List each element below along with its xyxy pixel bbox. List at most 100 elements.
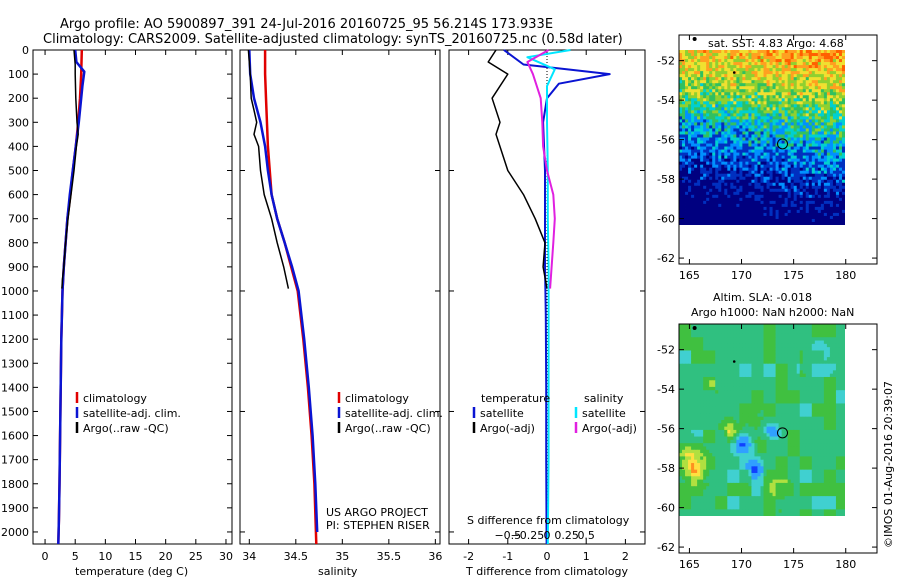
map-cell bbox=[718, 370, 722, 375]
map-cell bbox=[823, 353, 828, 358]
map-cell bbox=[733, 221, 737, 225]
map-cell bbox=[829, 410, 834, 414]
map-cell bbox=[691, 393, 695, 398]
map-cell bbox=[754, 53, 758, 57]
map-cell bbox=[769, 410, 773, 414]
map-cell bbox=[724, 71, 728, 75]
map-cell bbox=[724, 164, 728, 169]
map-cell bbox=[703, 330, 707, 335]
map-cell bbox=[697, 393, 701, 398]
map-cell bbox=[736, 203, 740, 208]
map-cell bbox=[700, 146, 704, 150]
map-cell bbox=[766, 386, 770, 391]
map-cell bbox=[724, 107, 728, 111]
map-cell bbox=[682, 83, 686, 87]
map-cell bbox=[715, 327, 719, 332]
map-cell bbox=[757, 360, 761, 365]
map-cell bbox=[688, 209, 692, 214]
map-cell bbox=[784, 65, 789, 69]
map-cell bbox=[724, 77, 728, 81]
map-cell bbox=[700, 125, 704, 129]
map-cell bbox=[766, 56, 770, 60]
map-cell bbox=[760, 122, 764, 126]
map-cell bbox=[733, 125, 737, 129]
map-cell bbox=[835, 390, 840, 394]
map-cell bbox=[754, 74, 758, 78]
map-cell bbox=[769, 406, 773, 411]
map-cell bbox=[736, 167, 740, 172]
map-cell bbox=[760, 360, 764, 365]
map-cell bbox=[787, 113, 792, 117]
map-cell bbox=[748, 158, 752, 163]
map-cell bbox=[730, 176, 734, 181]
map-cell bbox=[787, 86, 792, 90]
map-cell bbox=[703, 143, 707, 147]
map-cell bbox=[745, 360, 749, 365]
map-cell bbox=[811, 92, 816, 96]
map-cell bbox=[751, 119, 755, 123]
map-cell bbox=[682, 324, 686, 328]
map-cell bbox=[715, 77, 719, 81]
map-cell bbox=[835, 200, 840, 205]
map-cell bbox=[799, 333, 804, 338]
map-cell bbox=[691, 413, 695, 418]
map-cell bbox=[832, 176, 837, 181]
map-cell bbox=[745, 50, 749, 54]
map-cell bbox=[817, 146, 822, 150]
x-tick-label: 5 bbox=[72, 550, 79, 563]
map-cell bbox=[787, 140, 792, 144]
map-cell bbox=[841, 119, 845, 123]
map-cell bbox=[685, 110, 689, 114]
map-cell bbox=[814, 140, 819, 144]
map-cell bbox=[781, 95, 786, 99]
map-cell bbox=[712, 131, 716, 135]
map-cell bbox=[796, 347, 801, 351]
map-cell bbox=[808, 396, 813, 401]
map-cell bbox=[835, 215, 840, 220]
map-cell bbox=[766, 92, 770, 96]
map-cell bbox=[781, 400, 786, 404]
map-cell bbox=[739, 92, 743, 96]
map-cell bbox=[718, 80, 722, 84]
map-cell bbox=[703, 134, 707, 138]
map-cell bbox=[736, 86, 740, 90]
map-cell bbox=[688, 403, 692, 408]
map-cell bbox=[820, 327, 825, 332]
map-cell bbox=[826, 83, 831, 87]
map-cell bbox=[814, 179, 819, 184]
map-cell bbox=[715, 53, 719, 57]
map-cell bbox=[706, 337, 710, 341]
map-cell bbox=[766, 149, 770, 153]
map-cell bbox=[823, 146, 828, 150]
map-cell bbox=[757, 215, 761, 220]
map-cell bbox=[685, 406, 689, 411]
map-cell bbox=[808, 176, 813, 181]
map-cell bbox=[829, 146, 834, 150]
map-cell bbox=[730, 212, 734, 217]
map-cell bbox=[742, 390, 746, 394]
map-cell bbox=[760, 330, 764, 335]
map-cell bbox=[835, 146, 840, 150]
map-cell bbox=[769, 62, 773, 66]
map-cell bbox=[796, 194, 801, 199]
map-cell bbox=[838, 373, 843, 378]
map-cell bbox=[745, 413, 749, 418]
map-cell bbox=[748, 149, 752, 153]
map-cell bbox=[715, 107, 719, 111]
map-cell bbox=[700, 116, 704, 120]
map-cell bbox=[778, 71, 783, 75]
map-cell bbox=[721, 128, 725, 132]
map-cell bbox=[778, 185, 783, 190]
map-cell bbox=[802, 179, 807, 184]
map-cell bbox=[766, 161, 770, 166]
map-cell bbox=[775, 396, 779, 401]
map-cell bbox=[808, 188, 813, 193]
map-cell bbox=[682, 212, 686, 217]
map-cell bbox=[742, 128, 746, 132]
map-cell bbox=[745, 77, 749, 81]
map-cell bbox=[820, 140, 825, 144]
map-cell bbox=[832, 380, 837, 384]
map-cell bbox=[829, 95, 834, 99]
map-cell bbox=[703, 206, 707, 211]
map-cell bbox=[787, 74, 792, 78]
